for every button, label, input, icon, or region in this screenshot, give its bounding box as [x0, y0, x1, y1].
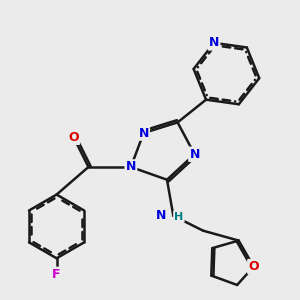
Text: O: O: [68, 131, 79, 144]
Text: N: N: [138, 127, 149, 140]
Text: N: N: [189, 148, 200, 161]
Text: N: N: [209, 36, 219, 50]
Text: H: H: [174, 212, 184, 222]
Text: N: N: [156, 209, 167, 222]
Text: F: F: [52, 268, 61, 281]
Text: N: N: [126, 160, 136, 173]
Text: O: O: [248, 260, 259, 273]
